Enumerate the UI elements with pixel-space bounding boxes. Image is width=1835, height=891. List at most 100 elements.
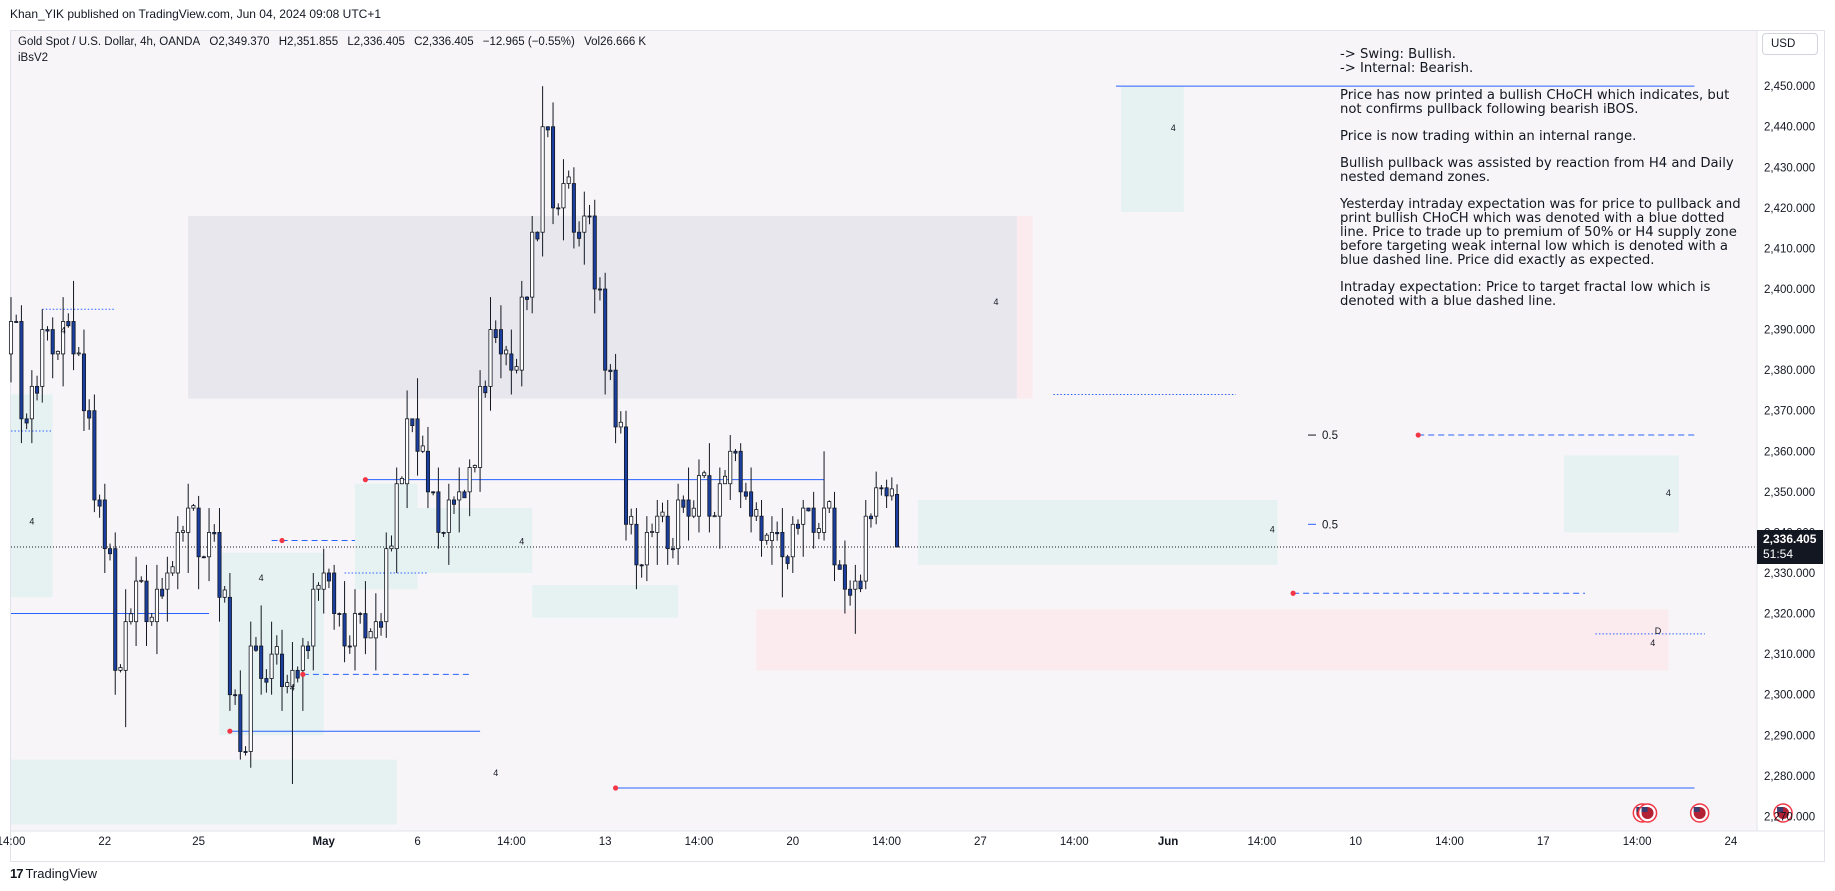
- bearish-candle: [342, 613, 347, 647]
- bearish-candle: [842, 564, 847, 590]
- note-demand: Bullish pullback was assisted by reactio…: [1340, 156, 1734, 185]
- bullish-candle: [514, 366, 519, 371]
- bearish-candle: [775, 532, 780, 535]
- price-tick-label: 2,450.000: [1764, 81, 1815, 93]
- note-choch: Price has now printed a bullish CHoCH wh…: [1340, 88, 1730, 117]
- price-tick-label: 2,370.000: [1764, 406, 1815, 418]
- bearish-candle: [379, 621, 384, 628]
- bearish-candle: [811, 507, 816, 533]
- fib-level-label: 0.5: [1322, 519, 1338, 531]
- bearish-candle: [837, 564, 842, 570]
- currency-button[interactable]: USD: [1762, 33, 1818, 55]
- bearish-candle: [253, 645, 258, 651]
- time-tick-label: 24: [1725, 836, 1738, 848]
- zone-timeframe-label: 4: [1270, 524, 1275, 534]
- bullish-candle: [696, 475, 701, 517]
- bullish-candle: [874, 487, 879, 517]
- bullish-candle: [170, 566, 175, 574]
- bearish-candle: [681, 499, 686, 508]
- zone-timeframe-label: 4: [994, 297, 999, 307]
- bullish-candle: [655, 515, 660, 533]
- bullish-candle: [723, 475, 728, 485]
- bearish-candle: [243, 751, 248, 753]
- bearish-candle: [670, 548, 675, 551]
- current-price-badge: 2,336.405 51:54: [1757, 530, 1823, 564]
- bearish-candle: [623, 426, 629, 525]
- price-tick-label: 2,350.000: [1764, 487, 1815, 499]
- bearish-candle: [259, 645, 264, 679]
- swing-point: [300, 671, 306, 678]
- bullish-candle: [561, 183, 566, 209]
- bearish-candle: [337, 613, 342, 615]
- bearish-candle: [358, 613, 363, 615]
- price-tick-label: 2,390.000: [1764, 325, 1815, 337]
- bullish-candle: [269, 653, 274, 679]
- bearish-candle: [785, 556, 790, 564]
- high-value: H2,351.855: [278, 36, 339, 48]
- bearish-candle: [35, 385, 40, 394]
- bearish-candle: [749, 491, 754, 517]
- bullish-candle: [368, 631, 373, 639]
- tradingview-logo-text: TradingView: [25, 866, 98, 881]
- time-tick-label: 14:00: [1435, 836, 1464, 848]
- bearish-candle: [592, 215, 597, 290]
- bullish-candle: [175, 532, 180, 574]
- symbol-name[interactable]: Gold Spot / U.S. Dollar, 4h, OANDA: [18, 36, 201, 48]
- tradingview-logo[interactable]: 17 TradingView: [10, 866, 97, 881]
- time-tick-label: 6: [414, 836, 420, 848]
- bearish-candle: [196, 507, 201, 558]
- bearish-candle: [431, 491, 436, 494]
- zone-timeframe-label: 4: [493, 768, 498, 778]
- bullish-candle: [644, 532, 649, 566]
- us-flag-canton-icon: [1641, 807, 1648, 812]
- bullish-candle: [676, 499, 681, 550]
- change-value: −12.965 (−0.55%): [482, 36, 575, 48]
- bullish-candle: [394, 483, 399, 550]
- bullish-candle: [55, 350, 60, 355]
- indicator-label[interactable]: iBsV2: [18, 52, 49, 64]
- price-tick-label: 2,310.000: [1764, 649, 1815, 661]
- open-value: O2,349.370: [209, 36, 270, 48]
- price-tick-label: 2,420.000: [1764, 203, 1815, 215]
- bullish-candle: [816, 528, 821, 533]
- swing-point: [227, 728, 233, 734]
- symbol-legend: Gold Spot / U.S. Dollar, 4h, OANDA O2,34…: [18, 36, 652, 48]
- demand-zone: [417, 508, 533, 573]
- bullish-candle: [61, 321, 66, 355]
- bearish-candle: [238, 694, 243, 752]
- bullish-candle: [8, 321, 14, 355]
- time-tick-label: 14:00: [685, 836, 714, 848]
- bearish-candle: [868, 515, 873, 520]
- zone-timeframe-label: 4: [259, 573, 264, 583]
- published-caption: Khan_YIK published on TradingView.com, J…: [10, 7, 382, 21]
- bullish-candle: [702, 472, 707, 477]
- bearish-candle: [858, 580, 863, 590]
- bullish-candle: [566, 176, 571, 184]
- note-intraday: Intraday expectation: Price to target fr…: [1340, 280, 1711, 309]
- note-range: Price is now trading within an internal …: [1340, 129, 1637, 144]
- price-tick-label: 2,430.000: [1764, 162, 1815, 174]
- bearish-candle: [780, 532, 785, 558]
- price-tick-label: 2,400.000: [1764, 284, 1815, 296]
- bearish-candle: [832, 507, 837, 566]
- time-tick-label: 14:00: [0, 836, 25, 848]
- bearish-candle: [108, 548, 113, 555]
- bullish-candle: [154, 588, 159, 623]
- time-tick-label: 10: [1349, 836, 1362, 848]
- bullish-candle: [149, 616, 154, 623]
- us-flag-canton-icon: [1693, 807, 1700, 812]
- bearish-candle: [795, 523, 801, 529]
- bullish-candle: [790, 523, 795, 558]
- bearish-candle: [50, 329, 55, 355]
- bearish-candle: [441, 532, 446, 534]
- bottom-bar: [0, 862, 1835, 891]
- bearish-candle: [347, 645, 352, 648]
- bearish-candle: [87, 410, 92, 419]
- bullish-candle: [618, 421, 623, 428]
- bearish-candle: [603, 288, 608, 371]
- time-tick-label: 14:00: [1623, 836, 1652, 848]
- bullish-candle: [274, 646, 279, 655]
- time-tick-label: 17: [1537, 836, 1550, 848]
- bullish-candle: [769, 532, 774, 541]
